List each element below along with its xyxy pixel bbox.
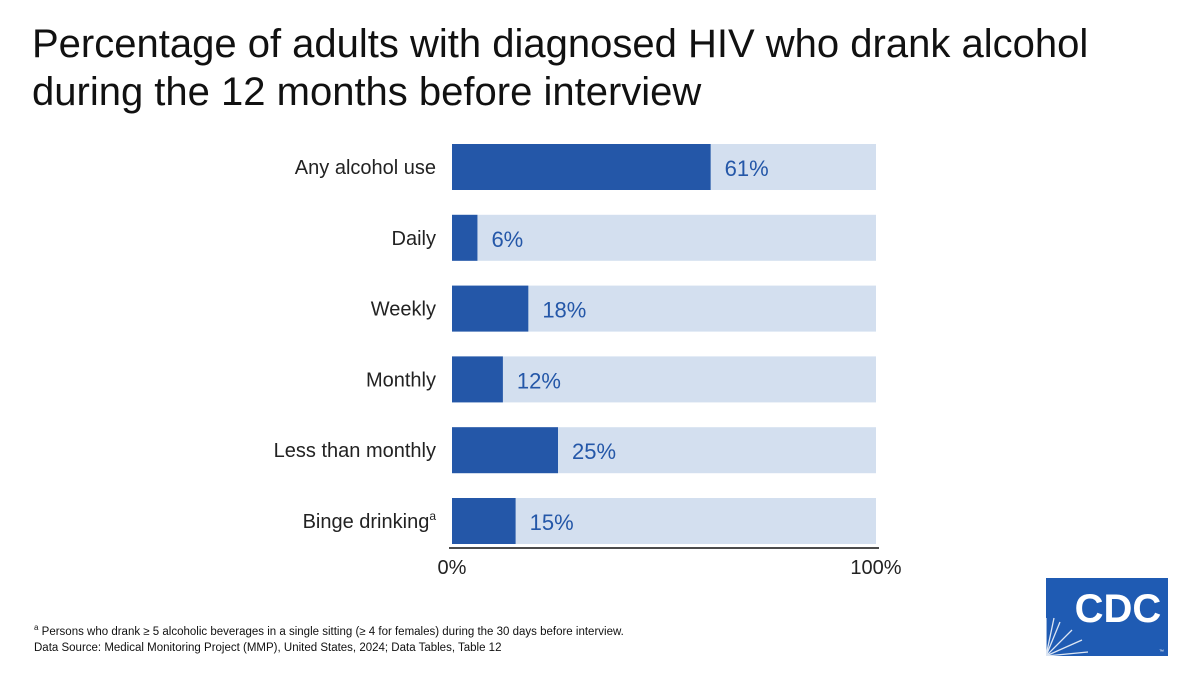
value-label: 12% [517, 368, 561, 393]
bar [452, 214, 478, 261]
category-label: Monthly [366, 369, 436, 391]
bar [452, 498, 516, 544]
value-label: 18% [542, 298, 586, 323]
value-label: 15% [530, 510, 574, 535]
x-tick-label: 100% [850, 557, 901, 579]
footnote-text: Persons who drank ≥ 5 alcoholic beverage… [41, 625, 624, 638]
footnote-a: a Persons who drank ≥ 5 alcoholic bevera… [34, 620, 934, 640]
bar [452, 144, 711, 190]
bar-track [452, 356, 876, 403]
x-tick-label: 0% [438, 557, 467, 579]
chart-title: Percentage of adults with diagnosed HIV … [32, 22, 1089, 114]
data-source: Data Source: Medical Monitoring Project … [34, 641, 502, 654]
cdc-logo-background [1046, 578, 1168, 656]
footnote-marker: a [34, 623, 39, 632]
bar [452, 427, 558, 474]
bar [452, 285, 529, 332]
footnotes: a Persons who drank ≥ 5 alcoholic bevera… [34, 620, 934, 656]
bar-chart: Any alcohol use 61% Daily 6% Weekly 18% Monthl… [274, 144, 902, 579]
cdc-logo-rays [1046, 617, 1089, 656]
bar-track [452, 498, 876, 544]
value-label: 6% [491, 227, 523, 252]
category-label: Less than monthly [274, 440, 436, 462]
svg-text:™: ™ [1159, 649, 1164, 655]
value-label: 25% [572, 439, 616, 464]
bar [452, 356, 503, 403]
category-label: Daily [392, 228, 436, 250]
category-label: Weekly [371, 299, 436, 321]
value-label: 61% [725, 156, 769, 181]
category-superscript: a [429, 509, 436, 523]
category-label: Any alcohol use [295, 157, 436, 179]
category-label: Binge drinkinga [303, 509, 437, 533]
cdc-logo-icon: CDC ™ [1046, 578, 1168, 656]
bar-track [452, 214, 876, 261]
cdc-logo-text: CDC [1075, 587, 1162, 631]
